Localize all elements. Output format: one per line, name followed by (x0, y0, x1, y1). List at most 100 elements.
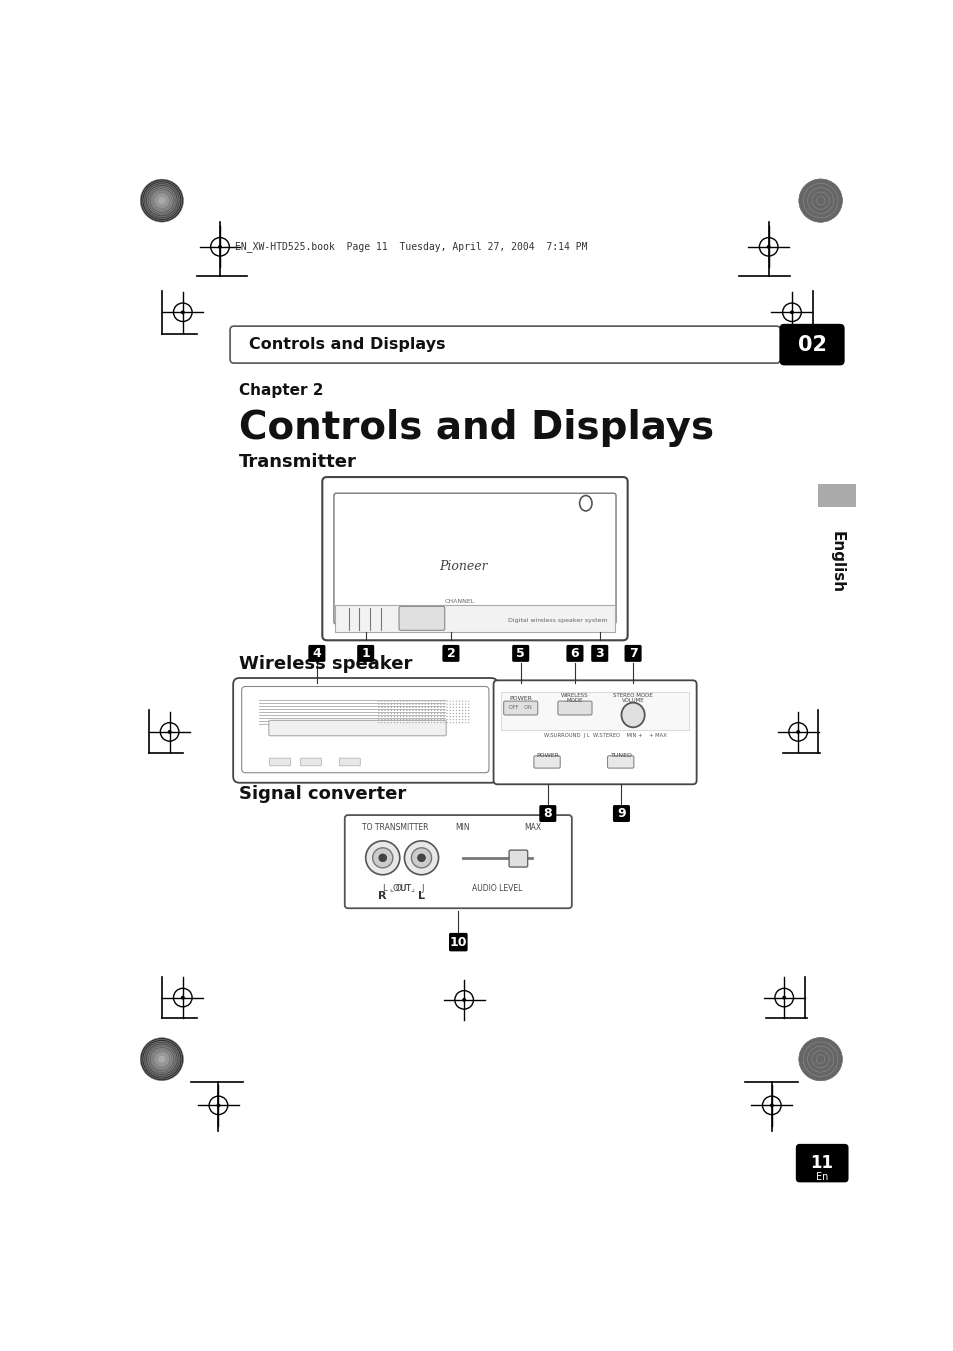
FancyBboxPatch shape (230, 326, 780, 363)
FancyBboxPatch shape (269, 720, 446, 736)
FancyBboxPatch shape (334, 493, 616, 624)
FancyBboxPatch shape (624, 644, 641, 662)
Text: $\llcorner$OUT$\lrcorner$: $\llcorner$OUT$\lrcorner$ (388, 882, 416, 894)
Ellipse shape (620, 703, 644, 727)
Text: 02: 02 (797, 335, 825, 354)
Circle shape (154, 1052, 169, 1066)
Text: 3: 3 (595, 647, 603, 659)
Circle shape (796, 730, 800, 734)
FancyBboxPatch shape (566, 644, 583, 662)
Text: 11: 11 (810, 1154, 833, 1173)
Circle shape (365, 840, 399, 874)
Text: OUT: OUT (395, 884, 412, 893)
Circle shape (798, 1038, 841, 1081)
Circle shape (151, 1048, 172, 1070)
FancyBboxPatch shape (449, 934, 467, 951)
Text: 10: 10 (449, 936, 467, 948)
Text: 2: 2 (446, 647, 455, 659)
FancyBboxPatch shape (509, 850, 527, 867)
FancyBboxPatch shape (607, 755, 633, 769)
FancyBboxPatch shape (270, 758, 291, 766)
FancyBboxPatch shape (538, 805, 556, 821)
FancyBboxPatch shape (398, 607, 444, 631)
Text: 9: 9 (617, 807, 625, 820)
Text: R: R (378, 890, 387, 901)
FancyBboxPatch shape (241, 686, 488, 773)
Text: OFF    ON: OFF ON (509, 705, 532, 709)
Text: En: En (815, 1171, 827, 1182)
Circle shape (144, 182, 180, 219)
Text: AUDIO LEVEL: AUDIO LEVEL (472, 884, 522, 893)
Circle shape (216, 1104, 220, 1108)
Circle shape (181, 996, 185, 1000)
Circle shape (769, 1104, 773, 1108)
Circle shape (148, 1044, 176, 1074)
Circle shape (411, 848, 431, 867)
Circle shape (218, 245, 222, 249)
Bar (818, 484, 855, 507)
Circle shape (168, 730, 172, 734)
Text: Digital wireless speaker system: Digital wireless speaker system (507, 619, 607, 623)
Text: MIN: MIN (455, 823, 470, 832)
Circle shape (154, 193, 169, 208)
Circle shape (781, 996, 785, 1000)
Circle shape (151, 190, 172, 211)
FancyBboxPatch shape (558, 701, 592, 715)
Text: WIRELESS
MODE: WIRELESS MODE (560, 693, 588, 704)
Circle shape (373, 848, 393, 867)
Text: 6: 6 (570, 647, 578, 659)
FancyBboxPatch shape (534, 755, 559, 769)
FancyBboxPatch shape (779, 324, 843, 365)
Circle shape (158, 197, 165, 204)
Circle shape (181, 311, 185, 315)
Text: Chapter 2: Chapter 2 (239, 384, 323, 399)
Text: EN_XW-HTD525.book  Page 11  Tuesday, April 27, 2004  7:14 PM: EN_XW-HTD525.book Page 11 Tuesday, April… (235, 242, 587, 253)
Text: L: L (417, 890, 424, 901)
FancyBboxPatch shape (308, 644, 325, 662)
Text: Controls and Displays: Controls and Displays (239, 409, 714, 447)
FancyBboxPatch shape (512, 644, 529, 662)
Circle shape (789, 311, 793, 315)
Circle shape (140, 1038, 183, 1081)
Text: 1: 1 (361, 647, 370, 659)
Circle shape (766, 245, 770, 249)
Text: TUNED: TUNED (610, 754, 632, 758)
FancyBboxPatch shape (339, 758, 360, 766)
Text: Signal converter: Signal converter (239, 785, 406, 802)
FancyBboxPatch shape (503, 701, 537, 715)
Text: STEREO MODE
VOLUME: STEREO MODE VOLUME (613, 693, 652, 704)
Text: Controls and Displays: Controls and Displays (249, 338, 445, 353)
Circle shape (404, 840, 438, 874)
Circle shape (798, 180, 841, 222)
FancyBboxPatch shape (442, 644, 459, 662)
Text: TO TRANSMITTER: TO TRANSMITTER (361, 823, 428, 832)
FancyBboxPatch shape (322, 477, 627, 640)
Text: POWER: POWER (509, 696, 532, 701)
Text: MAX: MAX (523, 823, 540, 832)
FancyBboxPatch shape (356, 644, 374, 662)
FancyBboxPatch shape (591, 644, 608, 662)
FancyBboxPatch shape (493, 681, 696, 785)
Bar (500, 692, 688, 731)
Text: 5: 5 (516, 647, 524, 659)
Circle shape (158, 1055, 165, 1063)
Circle shape (378, 854, 386, 862)
Text: J: J (421, 884, 424, 893)
Circle shape (144, 1042, 180, 1077)
Circle shape (148, 186, 176, 215)
FancyBboxPatch shape (335, 605, 615, 632)
Text: 7: 7 (628, 647, 637, 659)
FancyBboxPatch shape (795, 1144, 847, 1182)
Text: CHANNEL: CHANNEL (444, 598, 474, 604)
Circle shape (417, 854, 425, 862)
FancyBboxPatch shape (612, 805, 629, 821)
Text: English: English (828, 531, 843, 593)
Text: W.SURROUND  J L  W.STEREO    MIN +    + MAX: W.SURROUND J L W.STEREO MIN + + MAX (543, 734, 666, 738)
Text: 8: 8 (543, 807, 552, 820)
Text: Transmitter: Transmitter (239, 454, 356, 471)
FancyBboxPatch shape (300, 758, 321, 766)
FancyBboxPatch shape (233, 678, 497, 782)
Text: L: L (381, 884, 386, 893)
FancyBboxPatch shape (344, 815, 571, 908)
Text: POWER: POWER (536, 754, 558, 758)
